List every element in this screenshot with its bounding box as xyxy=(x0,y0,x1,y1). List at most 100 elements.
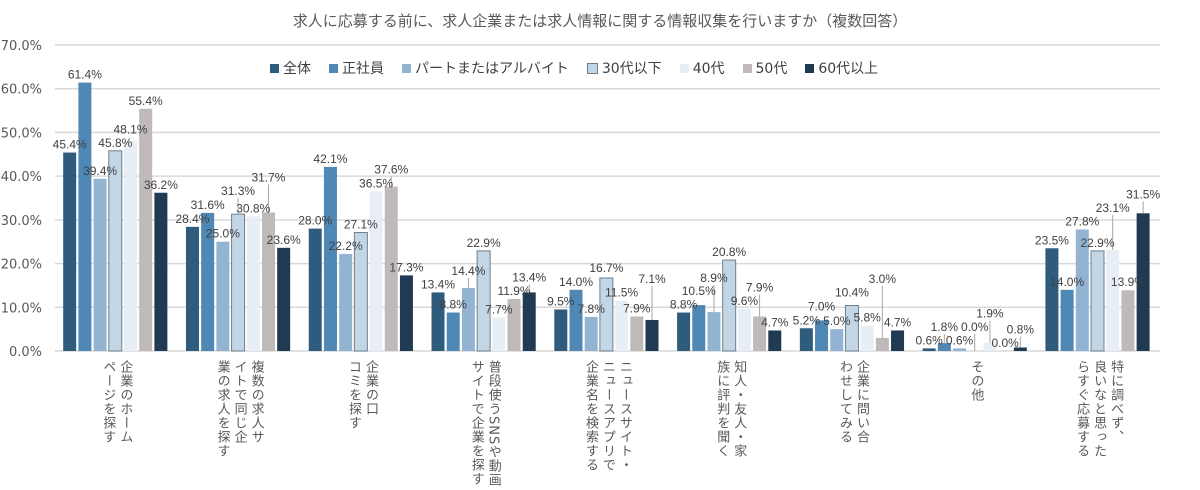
legend-label: 30代以下 xyxy=(601,61,662,77)
bar-0-2 xyxy=(308,228,322,351)
data-label: 31.6% xyxy=(191,198,225,212)
data-label: 3.0% xyxy=(869,272,897,286)
data-label: 25.0% xyxy=(206,227,240,241)
data-label: 48.1% xyxy=(113,123,147,137)
data-label: 8.8% xyxy=(670,298,698,312)
data-label: 27.1% xyxy=(344,218,378,232)
bar-0-1 xyxy=(185,226,199,351)
data-label: 7.7% xyxy=(485,302,513,316)
bar-2-8 xyxy=(1075,229,1089,351)
x-tick-label: ニュースサイト・ ニュースアプリで 企業名を検索する xyxy=(583,360,632,472)
data-label: 23.6% xyxy=(267,233,301,247)
bar-2-7 xyxy=(953,348,967,351)
bar-6-0 xyxy=(154,192,168,351)
data-label: 23.1% xyxy=(1096,201,1130,215)
x-tick-label: 企業の口 コミを探す xyxy=(345,360,378,430)
bar-5-1 xyxy=(261,212,275,351)
data-label: 7.9% xyxy=(746,280,774,294)
bar-1-6 xyxy=(815,320,829,351)
data-label: 20.8% xyxy=(712,245,746,259)
bar-6-1 xyxy=(277,247,291,351)
data-label: 4.7% xyxy=(761,315,789,329)
bar-4-2 xyxy=(369,191,383,351)
data-label: 0.8% xyxy=(1007,323,1035,337)
data-label: 1.9% xyxy=(976,307,1004,321)
legend-label: 50代 xyxy=(755,61,788,77)
bar-5-8 xyxy=(1121,290,1135,351)
bar-1-0 xyxy=(78,82,92,351)
bar-5-5 xyxy=(753,316,767,351)
legend-swatch xyxy=(742,63,752,73)
bar-1-5 xyxy=(692,305,706,351)
chart-title: 求人に応募する前に、求人企業または求人情報に関する情報収集を行いますか（複数回答… xyxy=(292,12,908,30)
bar-0-3 xyxy=(431,292,445,351)
data-label: 5.0% xyxy=(823,314,851,328)
bar-3-2 xyxy=(353,232,368,352)
bar-6-8 xyxy=(1136,213,1150,351)
data-label: 39.4% xyxy=(83,164,117,178)
legend-item: 全体 xyxy=(270,58,311,78)
bar-2-2 xyxy=(339,253,353,351)
legend-label: 40代 xyxy=(692,61,725,77)
data-label: 23.5% xyxy=(1035,233,1069,247)
bar-2-6 xyxy=(830,329,844,351)
y-tick-label: 0.0% xyxy=(9,345,42,360)
bar-1-8 xyxy=(1060,289,1074,351)
bar-4-5 xyxy=(737,309,751,351)
bar-3-4 xyxy=(599,277,614,352)
bar-5-2 xyxy=(384,186,398,351)
data-label: 28.4% xyxy=(175,212,209,226)
legend-label: 全体 xyxy=(283,61,311,77)
bar-5-6 xyxy=(875,337,889,351)
legend-item: 30代以下 xyxy=(586,58,662,78)
data-label: 10.5% xyxy=(682,284,716,298)
data-label: 61.4% xyxy=(68,68,102,82)
legend-item: 40代 xyxy=(679,58,725,78)
bar-5-0 xyxy=(139,108,153,351)
data-label: 5.8% xyxy=(853,311,881,325)
data-label: 22.9% xyxy=(1080,236,1114,250)
data-label: 8.9% xyxy=(700,271,728,285)
bar-4-0 xyxy=(123,140,137,351)
data-label: 36.5% xyxy=(359,176,393,190)
bar-2-0 xyxy=(93,178,107,351)
legend-item: 正社員 xyxy=(329,58,384,78)
bar-6-3 xyxy=(522,292,536,351)
bar-0-7 xyxy=(922,348,936,351)
data-label: 14.0% xyxy=(559,275,593,289)
bar-0-5 xyxy=(677,312,691,351)
bar-6-2 xyxy=(399,275,413,351)
legend-label: パートまたはアルバイト xyxy=(415,61,569,77)
data-label: 14.0% xyxy=(1050,275,1084,289)
data-label: 36.2% xyxy=(144,178,178,192)
data-label: 45.8% xyxy=(98,136,132,150)
bar-1-7 xyxy=(937,343,951,351)
data-label: 30.8% xyxy=(236,201,270,215)
x-tick-label: 企業に問い合 わせしてみる xyxy=(837,360,870,444)
bar-3-8 xyxy=(1090,250,1105,352)
data-label: 13.9% xyxy=(1111,275,1145,289)
data-label: 16.7% xyxy=(589,261,623,275)
legend-swatch xyxy=(805,63,815,73)
bar-6-7 xyxy=(1013,347,1027,351)
data-label: 0.0% xyxy=(961,320,989,334)
legend-swatch xyxy=(402,63,411,73)
data-label: 31.3% xyxy=(221,184,255,198)
y-tick-label: 20.0% xyxy=(1,258,42,273)
bar-4-4 xyxy=(615,300,629,351)
x-tick-label: 複数の求人サ イトで同じ企 業の求人を探す xyxy=(214,360,264,458)
data-label: 17.3% xyxy=(389,260,423,274)
bar-0-0 xyxy=(63,152,77,351)
leader-lines xyxy=(237,176,1144,351)
legend-swatch xyxy=(329,63,338,73)
bar-4-1 xyxy=(246,216,260,351)
bar-1-3 xyxy=(446,312,460,351)
y-tick-label: 70.0% xyxy=(1,39,42,54)
y-tick-label: 10.0% xyxy=(1,301,42,316)
data-label: 14.4% xyxy=(451,264,485,278)
data-label: 10.4% xyxy=(835,286,869,300)
data-label: 0.6% xyxy=(946,333,974,347)
x-tick-label: 企業のホーム ページを探す xyxy=(100,360,133,444)
data-label: 37.6% xyxy=(374,163,408,177)
data-label: 55.4% xyxy=(129,94,163,108)
